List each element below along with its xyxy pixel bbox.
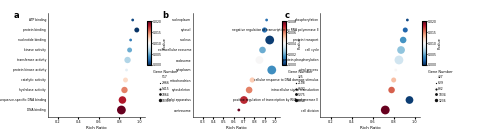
Point [128,19,136,21]
Text: a: a [14,11,19,20]
Point [126,49,134,51]
Point [240,99,248,101]
Point [266,39,274,41]
Point [126,39,134,41]
Point [392,69,400,71]
Point [382,109,390,111]
Point [390,79,398,81]
Point [268,69,276,71]
Point [256,59,264,61]
Point [120,89,128,91]
Point [118,109,126,111]
Point [397,49,405,51]
Point [245,89,253,91]
Point [399,39,407,41]
Point [124,59,132,61]
Y-axis label: Pvalue: Pvalue [298,37,302,49]
Point [402,29,409,31]
Point [118,99,126,101]
Point [133,29,141,31]
Point [388,89,396,91]
Point [406,99,413,101]
Point [248,79,256,81]
X-axis label: Rich Ratio: Rich Ratio [226,126,246,130]
Text: b: b [162,11,168,20]
Y-axis label: Pvalue: Pvalue [438,37,442,49]
Y-axis label: Pvalue: Pvalue [163,37,167,49]
Point [258,49,266,51]
Point [260,29,268,31]
Point [395,59,403,61]
X-axis label: Rich Ratio: Rich Ratio [86,126,106,130]
Legend: 325, 2108, 3692, 5275, 6858: 325, 2108, 3692, 5275, 6858 [287,69,313,104]
Point [235,109,243,111]
X-axis label: Rich Ratio: Rich Ratio [360,126,380,130]
Text: c: c [285,11,290,20]
Legend: 517, 2966, 5415, 7864, 10913: 517, 2966, 5415, 7864, 10913 [152,69,179,104]
Point [404,19,411,21]
Point [122,79,130,81]
Point [262,19,270,21]
Legend: 427, 629, 832, 1034, 1236: 427, 629, 832, 1034, 1236 [428,69,454,104]
Point [122,69,130,71]
